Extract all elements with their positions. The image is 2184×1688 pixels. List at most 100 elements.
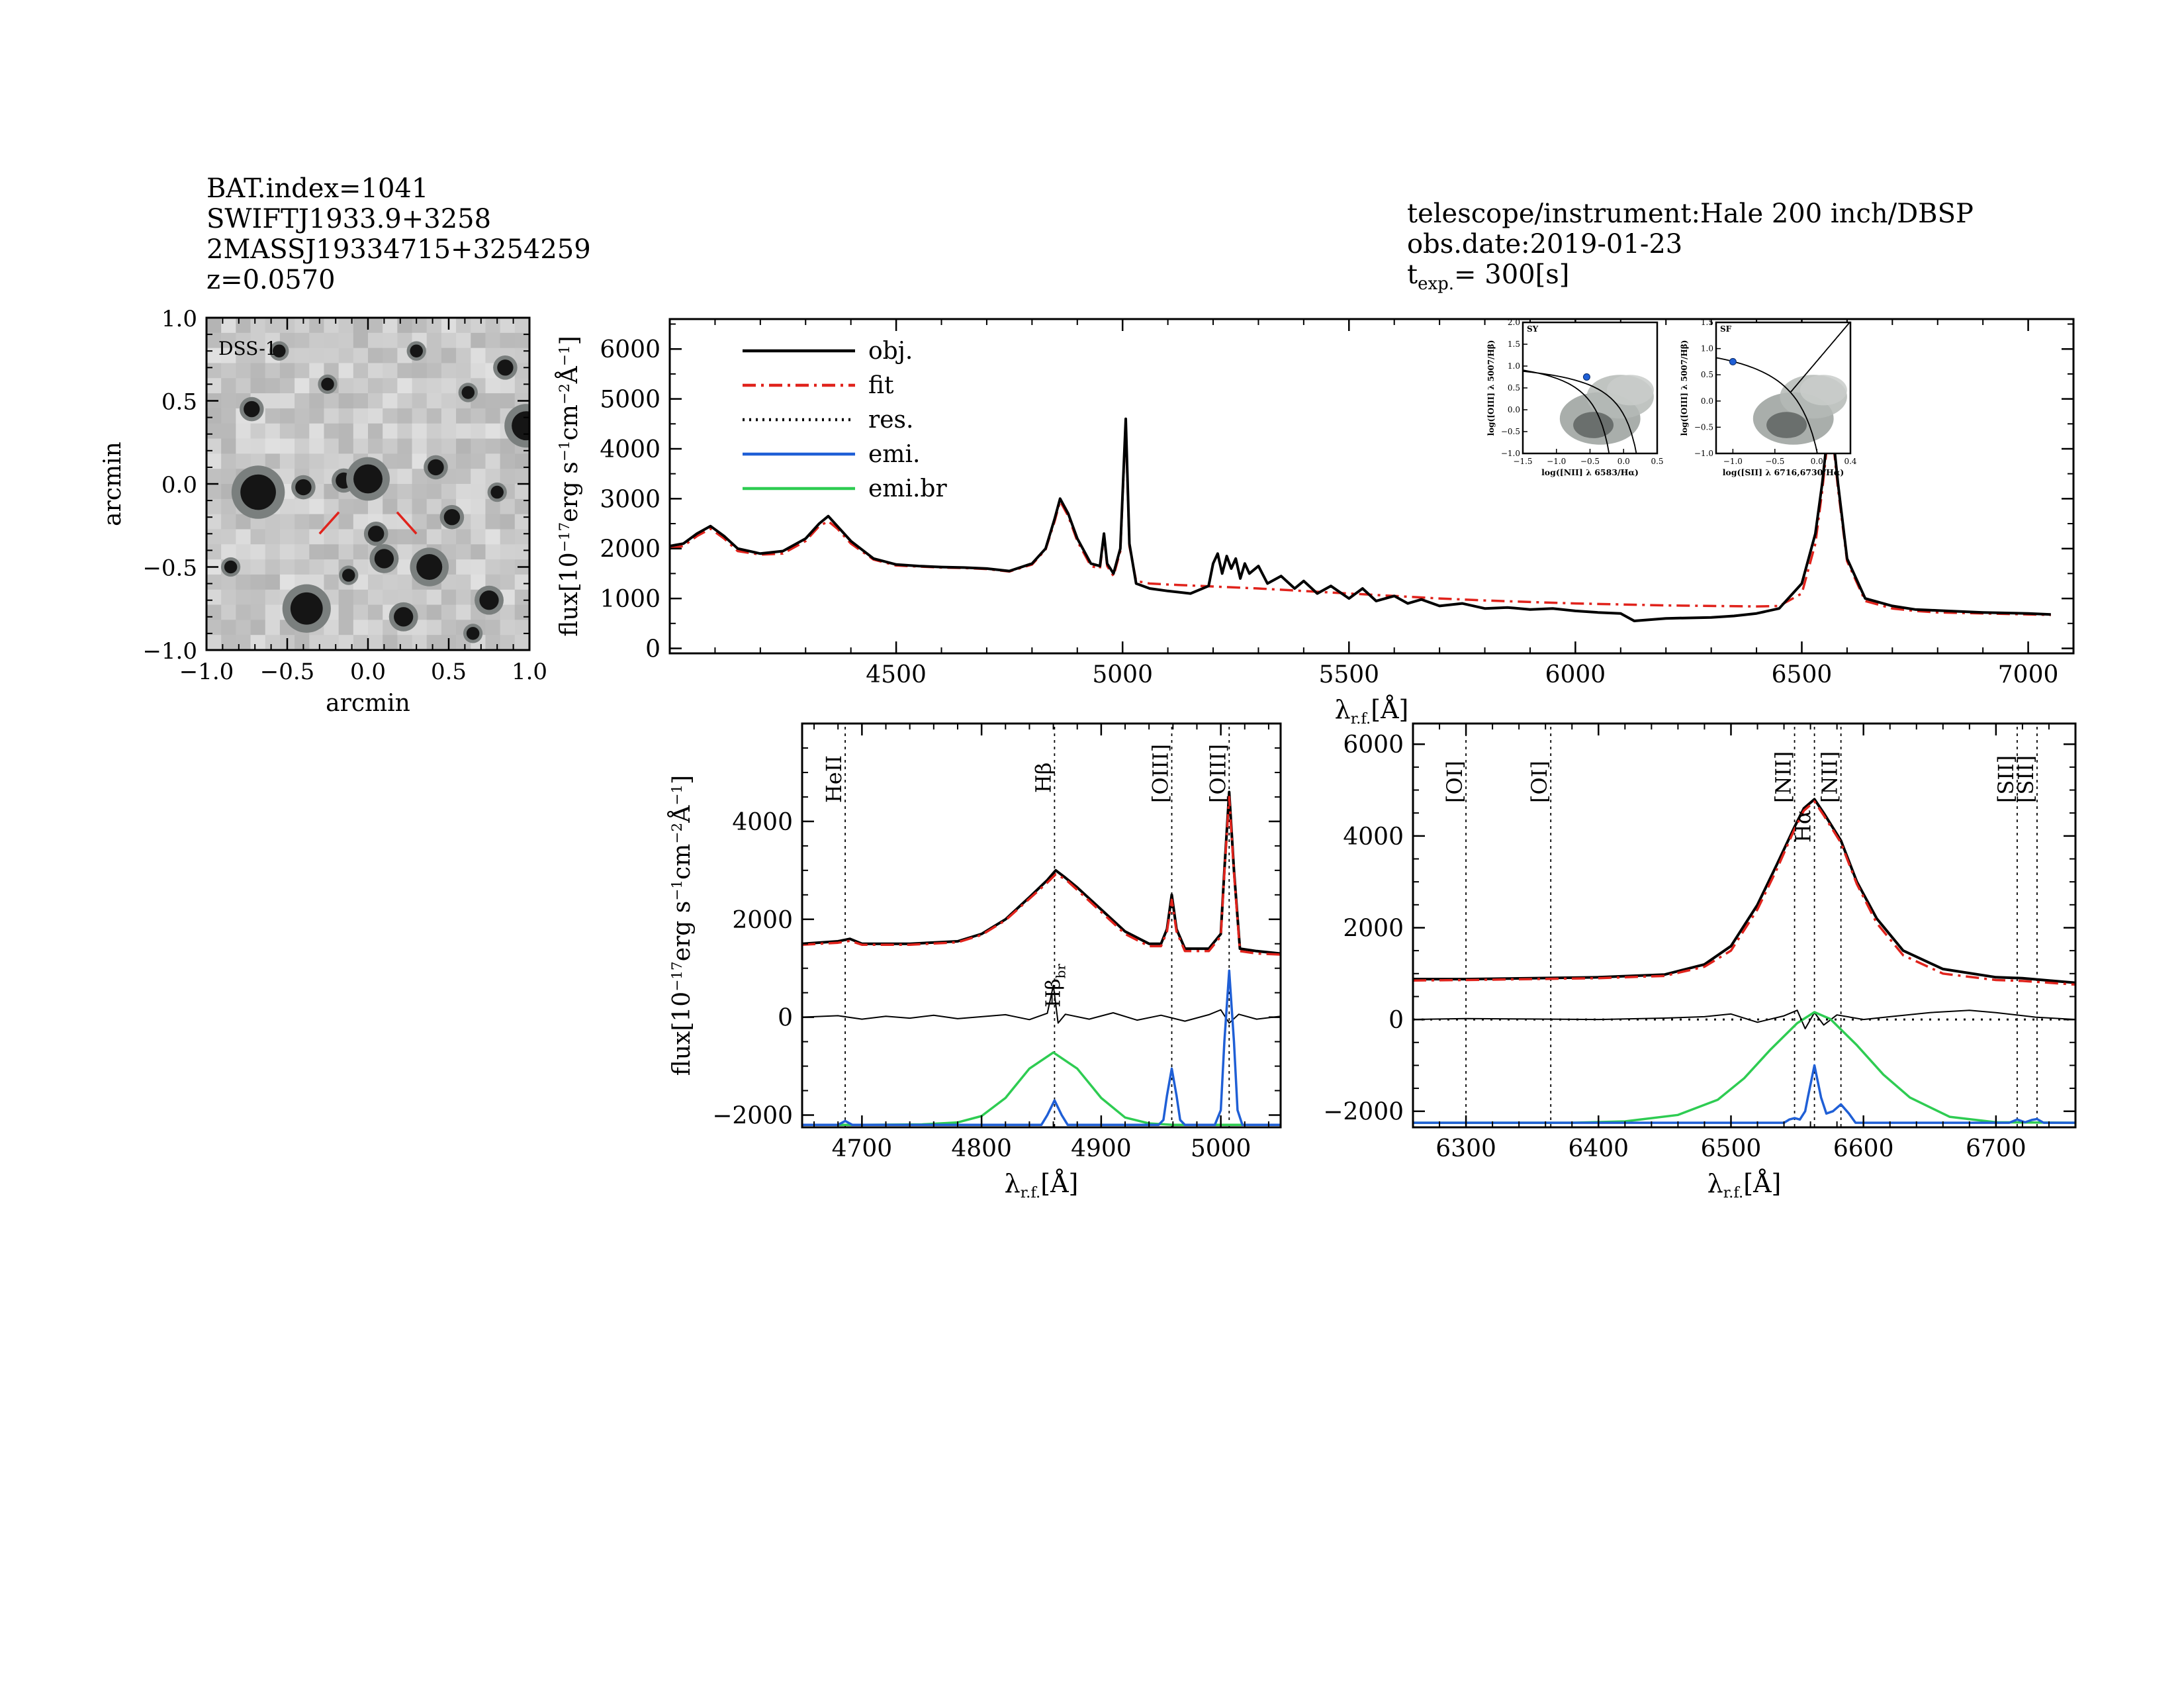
dss-pixel [250, 318, 266, 334]
dss-pixel [441, 438, 457, 454]
dss-pixel [353, 498, 369, 515]
main-x-tick-label: 6000 [1545, 661, 1606, 688]
halpha_zoom-marker-label-group: [SII] [2013, 755, 2038, 803]
dss-pixel [206, 318, 222, 334]
hbeta_zoom-y-label: flux[10−17erg s−1cm−2Å−1] [668, 775, 696, 1076]
dss-pixel [383, 438, 398, 454]
dss-pixel [471, 529, 486, 545]
dss-y-tick-label: 0.5 [161, 389, 197, 416]
dss-pixel [353, 393, 369, 409]
dss-pixel [309, 514, 324, 530]
dss-pixel [383, 318, 398, 334]
dss-pixel [250, 574, 266, 590]
dss-pixel [412, 318, 428, 334]
dss-pixel [441, 363, 457, 379]
dss-pixel [412, 453, 428, 469]
dss-pixel [265, 363, 281, 379]
dss-pixel [295, 514, 310, 530]
dss-star [416, 553, 443, 581]
halpha_zoom-marker-label: Hα [1791, 810, 1816, 843]
dss-pixel [206, 408, 222, 424]
dss-pixel [456, 544, 471, 560]
dss-pixel [265, 514, 281, 530]
dss-pixel [500, 438, 516, 454]
dss-y-tick-label: −0.5 [142, 555, 197, 582]
dss-pixel [412, 423, 428, 440]
dss-pixel [456, 589, 471, 606]
xlabel-lambda: λ [1707, 1169, 1723, 1198]
dss-pixel [426, 484, 442, 500]
dss-pixel [412, 484, 428, 500]
bpt_nii-x-tick-label: −1.0 [1547, 457, 1566, 466]
dss-pixel [383, 408, 398, 424]
halpha_zoom-y-tick-label: 2000 [1343, 915, 1404, 942]
dss-pixel [485, 378, 501, 394]
dss-pixel [338, 498, 354, 515]
dss-pixel [500, 498, 516, 515]
bpt_nii-y-tick-label: 1.0 [1508, 361, 1520, 371]
dss-pixel [500, 469, 516, 485]
dss-pixel [206, 348, 222, 363]
halpha_zoom-y-tick-label: 4000 [1343, 823, 1404, 851]
bpt_sii-y-tick-label: 1.0 [1701, 344, 1713, 353]
dss-pixel [338, 438, 354, 454]
bpt_sii-kewley-curve [1716, 357, 1818, 453]
dss-star [244, 400, 260, 418]
dss-pixel [368, 498, 383, 515]
dss-pixel [236, 514, 251, 530]
dss-pixel [279, 363, 295, 379]
dss-pixel [338, 514, 354, 530]
ylabel-part: −17 [557, 522, 573, 553]
halpha_zoom-marker-label: [SII] [1993, 755, 2019, 803]
dss-pixel [514, 498, 529, 515]
dss-star [353, 464, 383, 494]
swift-name: SWIFTJ1933.9+3258 [206, 204, 492, 234]
dss-pixel [485, 620, 501, 635]
dss-pixel [265, 318, 281, 334]
dss-pixel [383, 453, 398, 469]
dss-pixel [353, 408, 369, 424]
dss-pixel [426, 348, 442, 363]
ylabel-part: −17 [669, 961, 686, 992]
dss-pixel [485, 408, 501, 424]
dss-pixel [397, 423, 413, 440]
dss-pixel [221, 318, 236, 334]
dss-pixel [500, 544, 516, 560]
dss-pixel [397, 484, 413, 500]
halpha_zoom-x-label: λr.f.[Å] [1707, 1169, 1782, 1201]
bpt_sii-density [1766, 412, 1807, 438]
dss-pixel [485, 498, 501, 515]
bpt_sii-x-label: log([SII] λ 6716,6730/Hα) [1723, 467, 1844, 477]
dss-pixel [500, 393, 516, 409]
dss-pixel [397, 378, 413, 394]
dss-pixel [279, 378, 295, 394]
dss-pixel [295, 332, 310, 349]
dss-pixel [485, 469, 501, 485]
dss-pixel [338, 408, 354, 424]
dss-pixel [295, 348, 310, 363]
dss-pixel [295, 318, 310, 334]
dss-pixel [456, 559, 471, 575]
main-series-obj [670, 407, 2051, 622]
dss-pixel [397, 453, 413, 469]
dss-pixel [353, 348, 369, 363]
dss-pixel [309, 408, 324, 424]
dss-pixel [456, 453, 471, 469]
ylabel-part: erg s [668, 901, 696, 961]
bpt_sii-seyfert-liner-line [1790, 322, 1850, 393]
dss-pixel [279, 574, 295, 590]
dss-pixel [265, 408, 281, 424]
dss-pixel [221, 604, 236, 620]
dss-pixel [426, 620, 442, 635]
halpha_zoom-marker-label: [OI] [1527, 761, 1552, 803]
halpha_zoom-marker-label-group: Hα [1791, 810, 1816, 843]
legend-label-res: res. [868, 406, 913, 434]
observation-info: telescope/instrument:Hale 200 inch/DBSP … [1407, 199, 1974, 299]
bpt_sii-object-point [1729, 357, 1737, 365]
dss-pixel [368, 332, 383, 349]
bpt_nii-x-tick-label: −0.5 [1580, 457, 1600, 466]
dss-pixel [456, 408, 471, 424]
dss-pixel [324, 393, 340, 409]
bpt_nii-x-tick-label: 0.0 [1617, 457, 1630, 466]
ylabel-part: −2 [557, 383, 573, 404]
